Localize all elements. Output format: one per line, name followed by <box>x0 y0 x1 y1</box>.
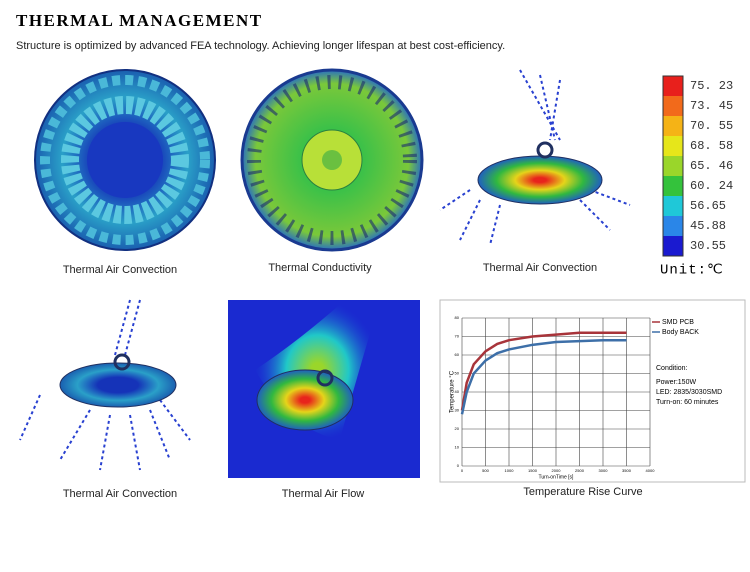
y-axis-label: Temperature °C <box>450 370 456 413</box>
y-tick-label: 60 <box>455 352 460 357</box>
scale-swatch <box>663 196 683 216</box>
x-axis-label: Turn-onTime [s] <box>539 474 575 480</box>
caption: Thermal Air Convection <box>483 262 597 274</box>
image-convection-bottom <box>19 299 191 471</box>
scale-label: 75. 23 <box>690 79 733 93</box>
x-tick-label: 1500 <box>528 468 538 473</box>
condition-note: Power:150W <box>656 379 696 386</box>
scale-swatch <box>663 216 683 236</box>
image-conductivity <box>240 68 424 252</box>
caption: Thermal Air Convection <box>63 488 177 500</box>
image-air-flow <box>228 300 420 478</box>
scale-label: 56.65 <box>690 199 726 213</box>
x-tick-label: 2000 <box>552 468 562 473</box>
y-tick-label: 0 <box>457 463 460 468</box>
legend-label: SMD PCB <box>662 319 694 326</box>
scale-swatch <box>663 236 683 256</box>
scale-label: 70. 55 <box>690 119 733 133</box>
scale-swatch <box>663 116 683 136</box>
y-tick-label: 30 <box>455 408 460 413</box>
series-line <box>460 338 627 415</box>
chart-frame <box>439 299 746 483</box>
scale-label: 73. 45 <box>690 99 733 113</box>
y-tick-label: 40 <box>455 389 460 394</box>
chart: 0 10 20 30 40 50 60 70 80 0 500 1000 1500 2000 2500 300… <box>450 315 723 480</box>
subtitle: Structure is optimized by advanced FEA t… <box>16 40 505 52</box>
y-tick-label: 20 <box>455 426 460 431</box>
y-tick-label: 10 <box>455 445 460 450</box>
condition-note: Turn-on: 60 minutes <box>656 399 719 406</box>
y-tick-label: 70 <box>455 334 460 339</box>
scale-label: 68. 58 <box>690 139 733 153</box>
y-tick-label: 80 <box>455 315 460 320</box>
condition-note: LED: 2835/3030SMD <box>656 389 722 396</box>
x-tick-label: 500 <box>482 468 489 473</box>
caption: Thermal Air Convection <box>63 264 177 276</box>
caption: Temperature Rise Curve <box>523 486 642 498</box>
x-tick-label: 1000 <box>505 468 515 473</box>
scale-swatch <box>663 176 683 196</box>
scale-label: 30.55 <box>690 239 726 253</box>
scale-swatch <box>663 96 683 116</box>
scale-label: 65. 46 <box>690 159 733 173</box>
scale-border <box>662 75 684 257</box>
title: THERMAL MANAGEMENT <box>16 11 263 30</box>
scale-label: 45.88 <box>690 219 726 233</box>
scale-label: 60. 24 <box>690 179 733 193</box>
image-convection-side <box>439 69 631 246</box>
series-line <box>460 331 627 411</box>
color-scale: 75. 23 73. 45 70. 55 68. 58 65. 46 60. 24 56.6… <box>662 75 733 257</box>
scale-swatch <box>663 136 683 156</box>
scale-swatch <box>663 156 683 176</box>
x-tick-label: 4000 <box>646 468 656 473</box>
condition-note: Condition: <box>656 365 688 372</box>
scale-unit: Unit:℃ <box>660 263 724 279</box>
x-tick-label: 3500 <box>622 468 632 473</box>
x-tick-label: 3000 <box>599 468 609 473</box>
image-convection-top <box>34 69 216 251</box>
y-tick-label: 50 <box>455 371 460 376</box>
scale-swatch <box>663 76 683 96</box>
x-tick-label: 0 <box>461 468 464 473</box>
caption: Thermal Air Flow <box>282 488 365 500</box>
caption: Thermal Conductivity <box>268 262 372 274</box>
legend-label: Body BACK <box>662 329 699 336</box>
x-tick-label: 2500 <box>575 468 585 473</box>
